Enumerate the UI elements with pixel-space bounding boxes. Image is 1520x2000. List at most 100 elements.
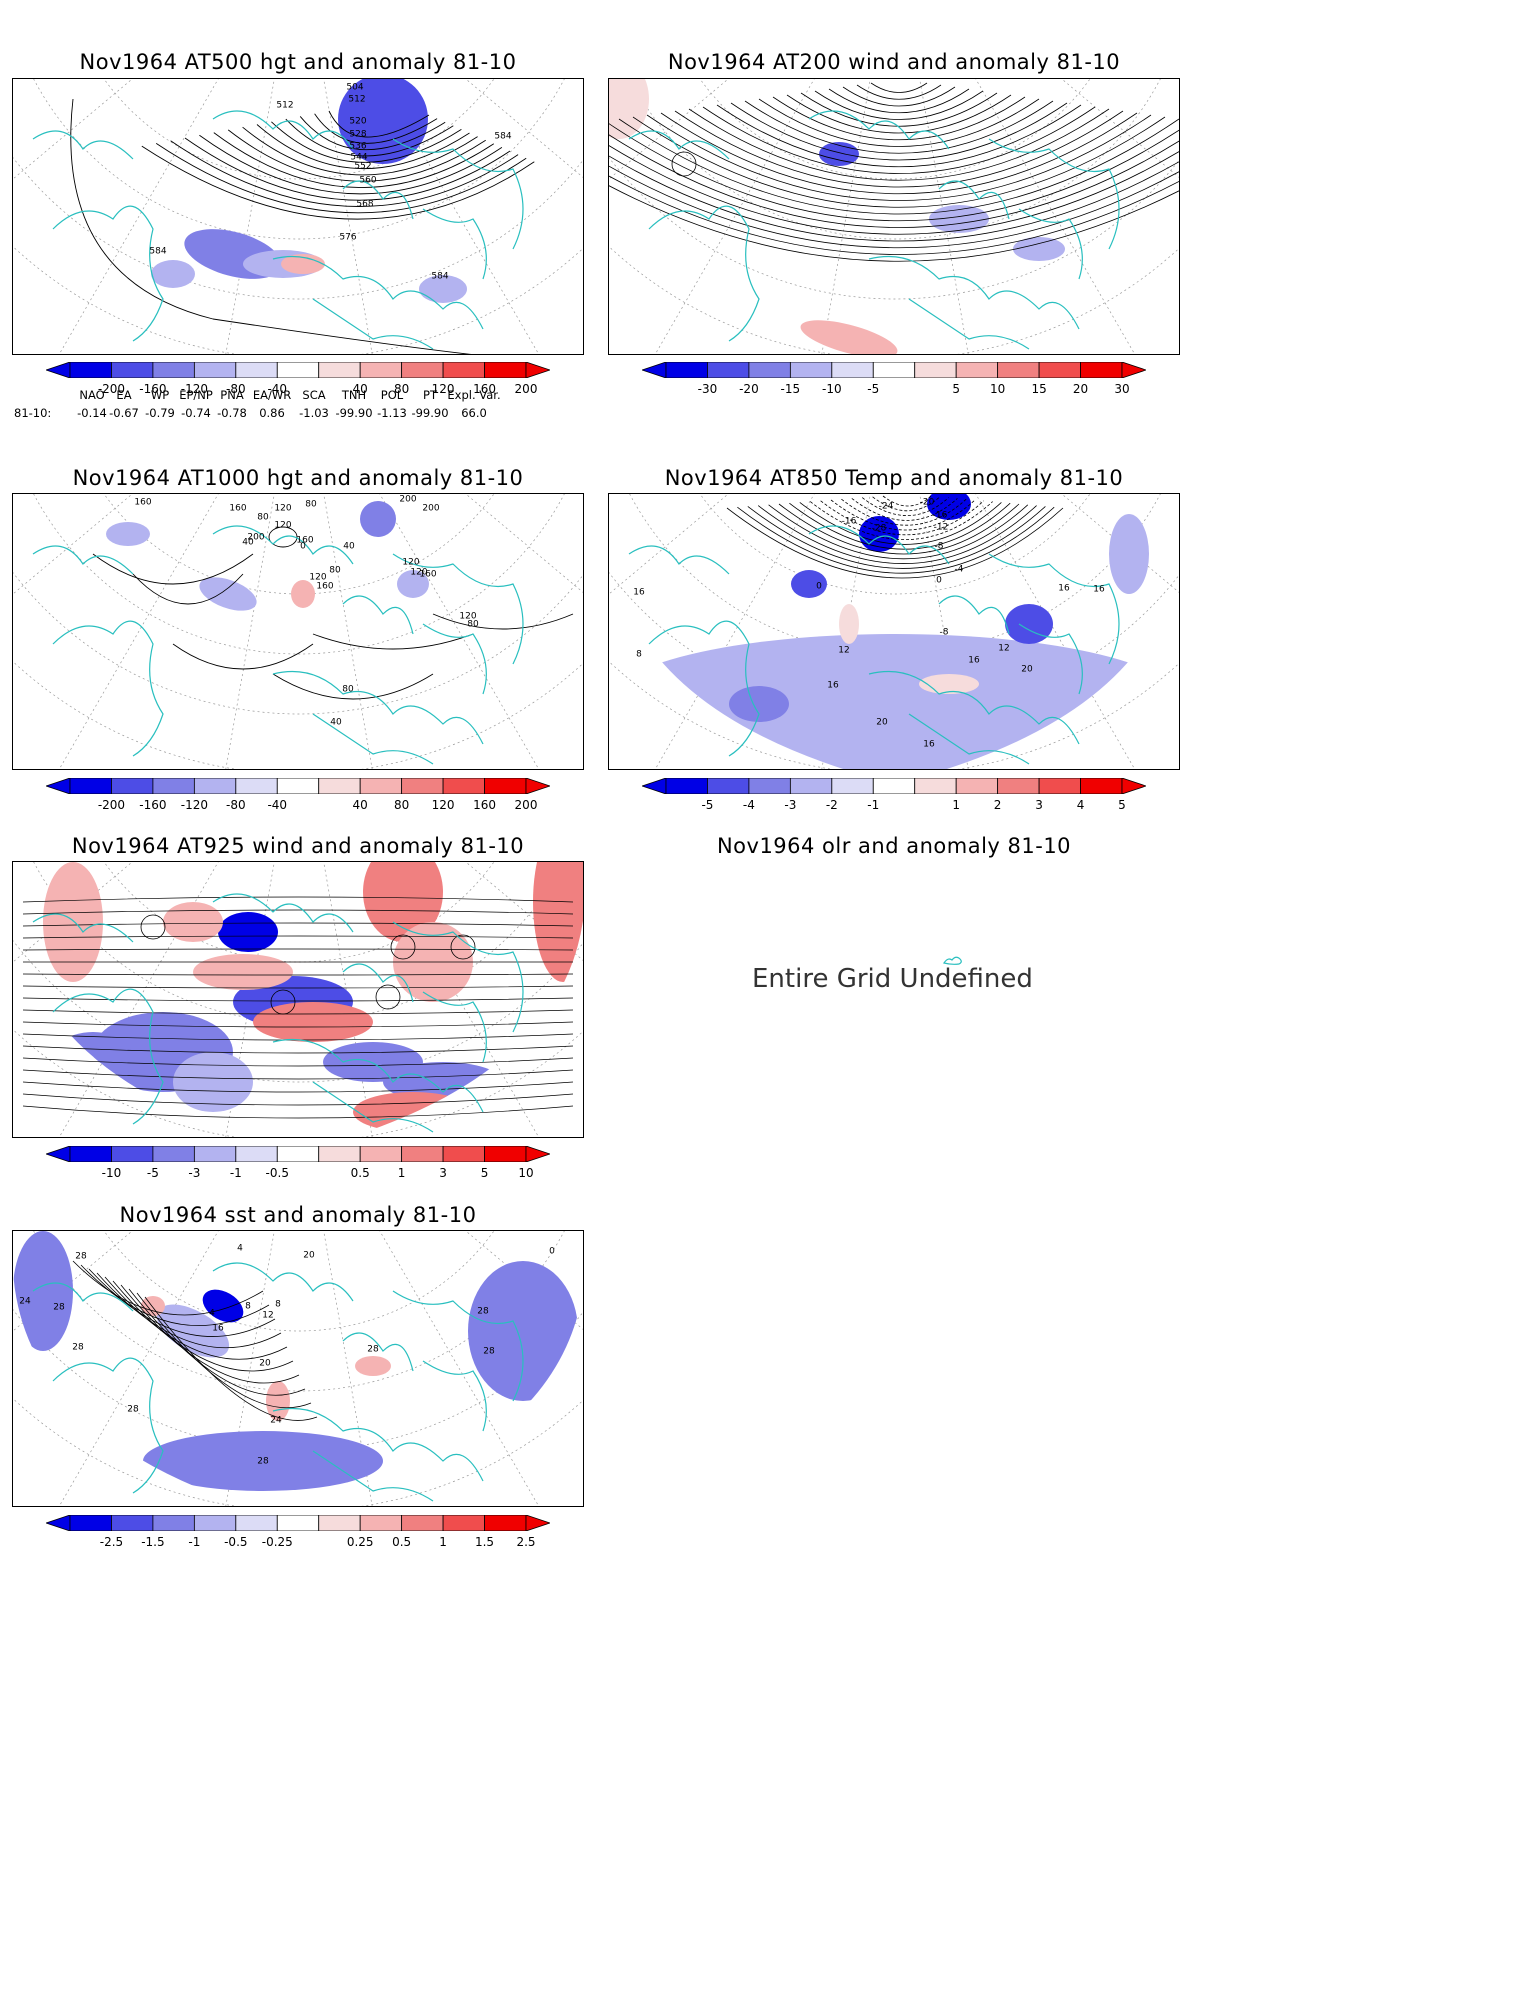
streamline-vortex xyxy=(375,984,401,1010)
index-header: NAO xyxy=(79,388,105,402)
at850-map: -24 -20 -28 -16 -16 -12 -8 16 0 -4 0 16 16 -8 12 12 16 20… xyxy=(608,493,1180,770)
positive-anomaly-shade xyxy=(281,254,325,274)
height-contour xyxy=(170,140,519,207)
colorbar-svg xyxy=(642,362,1146,378)
contour-label: 0 xyxy=(816,582,822,592)
contour-label: 16 xyxy=(1058,584,1070,594)
colorbar-svg xyxy=(642,778,1146,794)
colorbar-segment xyxy=(318,1146,361,1162)
meridian xyxy=(609,79,895,117)
colorbar-segment xyxy=(276,1146,320,1162)
temperature-contour xyxy=(726,507,1064,579)
streamline xyxy=(632,116,1166,208)
colorbar-segment xyxy=(665,362,708,378)
negative-anomaly-shade xyxy=(151,260,195,288)
coastline xyxy=(52,988,164,1125)
height-contour xyxy=(141,145,535,220)
streamline xyxy=(856,84,942,100)
colorbar-tick-label: 5 xyxy=(952,382,960,396)
sst-contour xyxy=(88,1268,276,1337)
colorbar-tick-label: 80 xyxy=(393,382,410,396)
coastline xyxy=(422,208,487,280)
coastlines xyxy=(32,1262,524,1502)
colorbar-segment xyxy=(442,1146,485,1162)
contour-label: 8 xyxy=(245,1302,251,1312)
colorbar-arrow-left xyxy=(46,1146,71,1162)
coastline xyxy=(988,138,1120,250)
meridian xyxy=(58,79,219,354)
colorbar-tick-label: 4 xyxy=(1076,798,1085,812)
colorbar-segment xyxy=(193,1146,237,1162)
coastlines xyxy=(32,893,524,1133)
colorbar-segment xyxy=(359,362,403,378)
coastline xyxy=(342,1332,414,1372)
positive-anomaly-shade xyxy=(193,954,293,990)
contour-label: -12 xyxy=(934,523,949,533)
contour-label: 40 xyxy=(343,542,355,552)
colorbar-tick-label: 2.5 xyxy=(516,1535,536,1549)
colorbar-segment xyxy=(484,778,527,794)
meridian xyxy=(13,494,133,595)
coastline xyxy=(212,1262,354,1302)
contour-label: 160 xyxy=(316,582,333,592)
temperature-contour xyxy=(841,498,967,526)
height-contour xyxy=(272,673,434,700)
meridian xyxy=(379,1231,540,1506)
meridian xyxy=(975,79,1136,354)
latitude-circle xyxy=(609,156,1179,300)
contour-label: 0 xyxy=(936,576,942,586)
latitude-circle xyxy=(13,939,583,1083)
at925-colorbar: -10 -5 -3 -1 -0.5 0.5 1 3 5 10 xyxy=(46,1146,550,1180)
coastline xyxy=(272,1407,484,1482)
colorbar-segment xyxy=(484,1146,527,1162)
colorbar-segment xyxy=(442,362,485,378)
colorbar-tick-label: -5 xyxy=(867,382,880,396)
colorbar-segment xyxy=(484,1515,527,1531)
height-contour xyxy=(314,113,438,144)
colorbar-tick-label: 30 xyxy=(1114,382,1130,396)
height-contour xyxy=(299,116,446,151)
colorbar-tick-label: -200 xyxy=(97,382,126,396)
streamlines xyxy=(609,82,1179,262)
coastline xyxy=(988,553,1120,665)
contour-label: 80 xyxy=(257,513,269,523)
contour-label: 200 xyxy=(247,533,264,543)
sst-contour xyxy=(72,1260,264,1316)
streamline xyxy=(646,114,1152,201)
colorbar-segment xyxy=(401,362,444,378)
colorbar-tick-label: -20 xyxy=(739,382,759,396)
index-header: EP/NP xyxy=(179,388,213,402)
streamline xyxy=(609,175,1179,255)
colorbar-tick-label: 0.5 xyxy=(350,1166,370,1180)
colorbar-segment xyxy=(69,362,112,378)
index-value: -0.74 xyxy=(181,406,211,420)
contour-label: 520 xyxy=(349,117,366,127)
negative-anomaly-shade xyxy=(927,494,971,520)
streamline-vortex xyxy=(270,989,296,1015)
contour-label: 528 xyxy=(349,130,366,140)
colorbar-segment xyxy=(318,362,361,378)
colorbar-tick-label: 160 xyxy=(473,798,496,812)
height-contour xyxy=(184,137,511,201)
negative-anomaly-shade xyxy=(1005,604,1053,644)
colorbar-tick-label: -4 xyxy=(742,798,755,812)
streamline xyxy=(688,108,1110,181)
colorbar-segment xyxy=(831,362,874,378)
contour-label: 4 xyxy=(209,1309,215,1319)
coastline xyxy=(272,255,484,330)
coastline xyxy=(808,525,950,565)
colorbar-tick-label: -10 xyxy=(822,382,842,396)
colorbar-segment xyxy=(193,1515,237,1531)
height-contour xyxy=(285,118,454,157)
colorbar-tick-label: -40 xyxy=(267,382,288,396)
colorbar-segment xyxy=(748,778,791,794)
streamline xyxy=(22,909,574,915)
colorbar-segment xyxy=(235,1515,278,1531)
meridian xyxy=(919,494,969,769)
colorbar-tick-label: -15 xyxy=(780,382,801,396)
colorbar-svg xyxy=(46,1146,550,1162)
contour-label: 120 xyxy=(402,558,419,568)
colorbar-segment xyxy=(235,778,278,794)
temperature-contour xyxy=(820,500,985,536)
meridian xyxy=(13,79,299,117)
